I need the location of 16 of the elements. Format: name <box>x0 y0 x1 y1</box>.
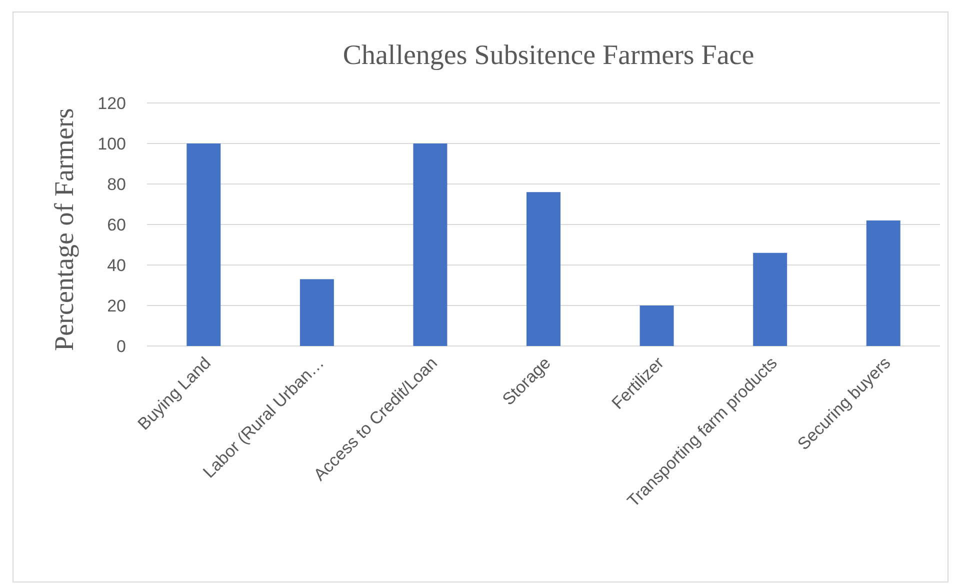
y-tick-label: 100 <box>98 134 126 154</box>
bar <box>866 220 900 346</box>
bar <box>300 279 334 346</box>
bar <box>640 306 674 346</box>
bar <box>526 192 560 346</box>
y-tick-label: 60 <box>107 215 126 234</box>
bar <box>186 144 221 346</box>
y-axis-title: Percentage of Farmers <box>49 108 79 351</box>
bar <box>753 252 788 346</box>
y-tick-label: 0 <box>116 336 126 356</box>
chart-title: Challenges Subsitence Farmers Face <box>342 40 754 71</box>
y-tick-label: 40 <box>107 256 126 275</box>
bar <box>413 144 448 346</box>
y-tick-label: 20 <box>107 296 126 316</box>
y-tick-label: 120 <box>98 94 126 113</box>
y-tick-label: 80 <box>107 174 126 194</box>
